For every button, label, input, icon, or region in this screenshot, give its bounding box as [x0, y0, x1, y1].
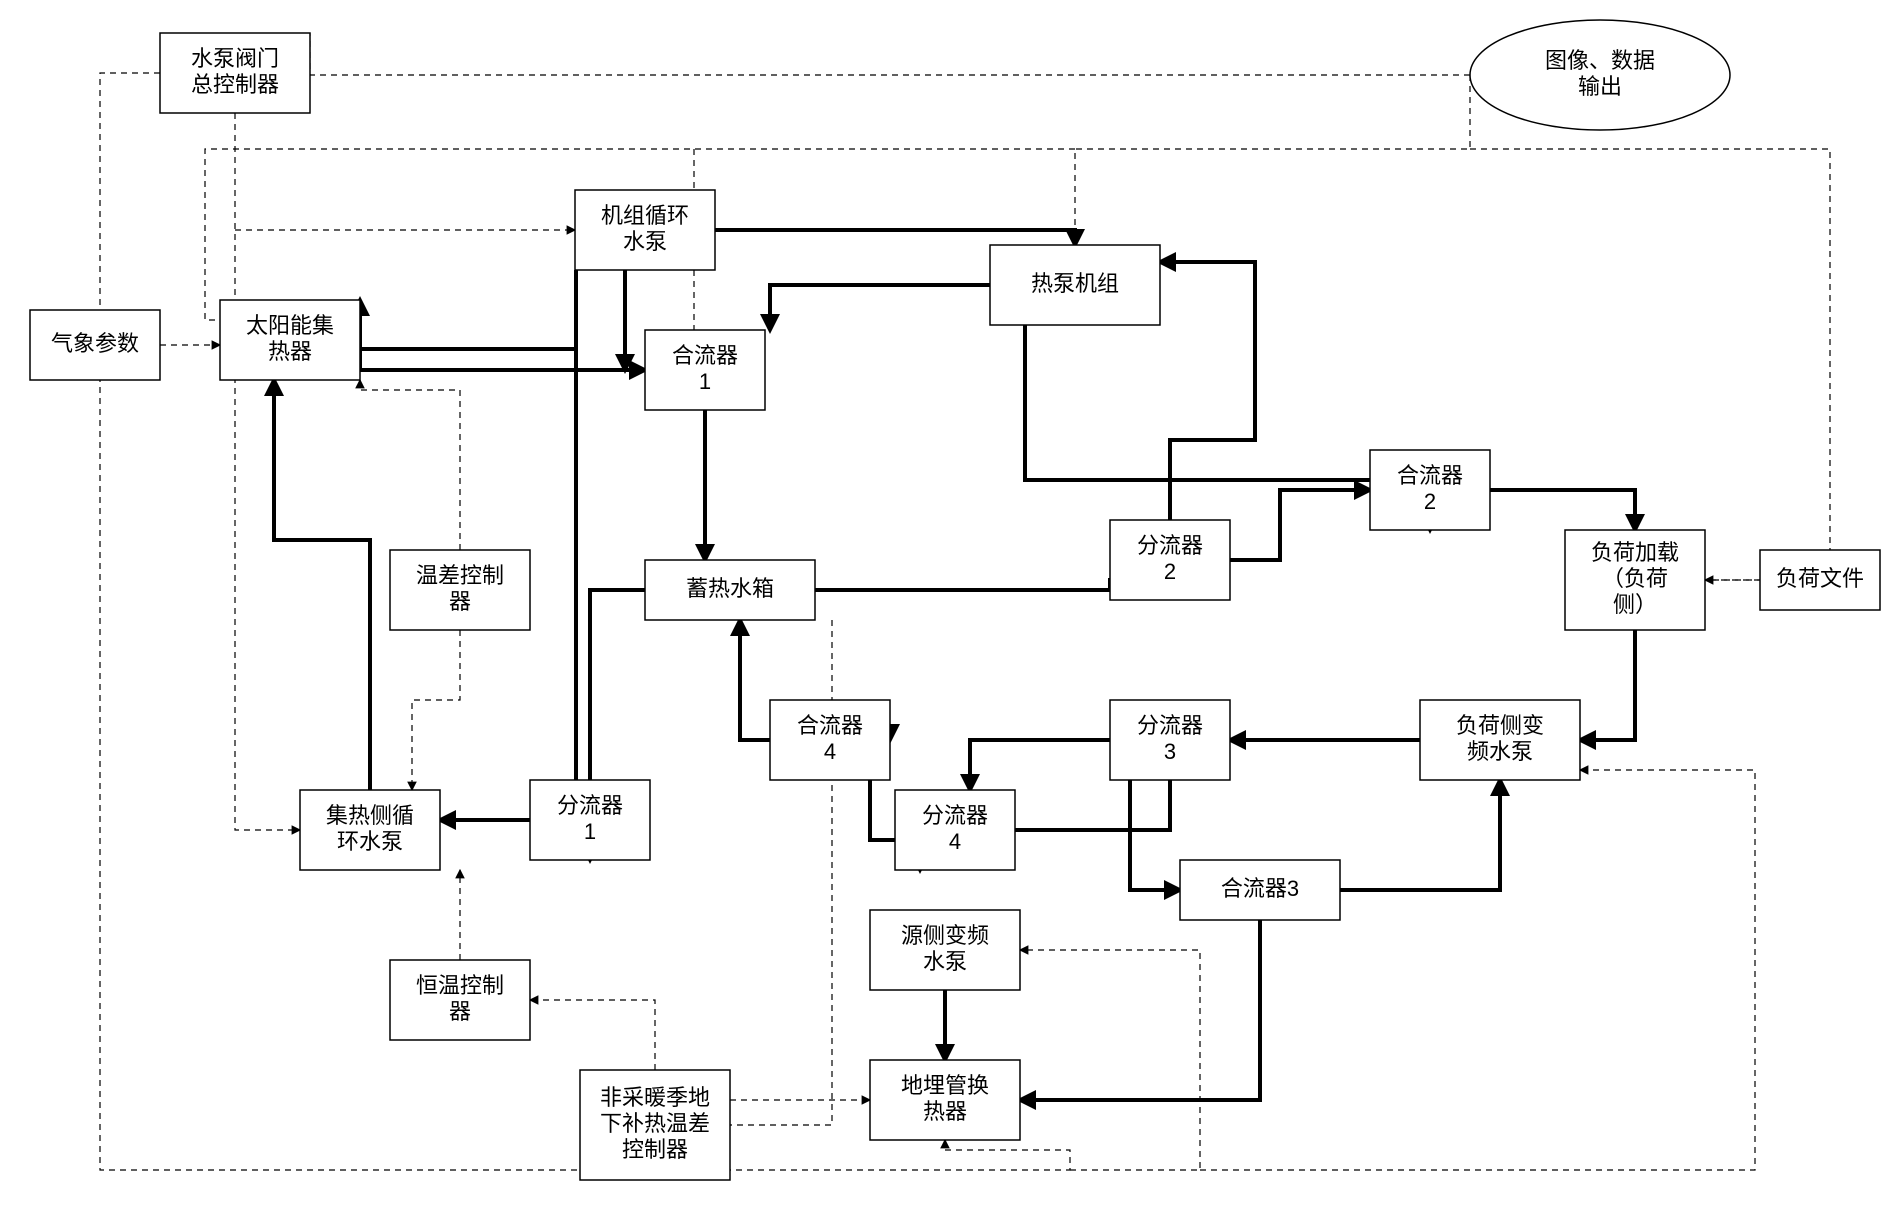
node-label: 2 [1424, 489, 1436, 514]
heavy-edge [1490, 490, 1635, 530]
dashed-edge [235, 113, 300, 830]
node-combiner2: 合流器2 [1370, 450, 1490, 530]
heavy-edge [740, 620, 770, 740]
dashed-edge [1470, 149, 1830, 580]
node-label: 频水泵 [1467, 739, 1533, 764]
node-label: 1 [584, 819, 596, 844]
node-label: 总控制器 [191, 72, 279, 97]
node-label: 1 [699, 369, 711, 394]
node-image_data_output: 图像、数据输出 [1470, 20, 1730, 130]
node-combiner1: 合流器1 [645, 330, 765, 410]
node-label: 下补热温差 [600, 1111, 710, 1136]
node-pump_valve_master: 水泵阀门总控制器 [160, 33, 310, 113]
node-unit_cycle_pump: 机组循环水泵 [575, 190, 715, 270]
nodes-layer: 水泵阀门总控制器图像、数据输出气象参数太阳能集热器机组循环水泵热泵机组合流器1温… [30, 20, 1880, 1180]
node-label: 环水泵 [337, 829, 403, 854]
heavy-edge [970, 740, 1110, 790]
node-label: 机组循环 [601, 203, 689, 228]
node-splitter1: 分流器1 [530, 780, 650, 860]
dashed-edge [360, 380, 460, 550]
node-splitter2: 分流器2 [1110, 520, 1230, 600]
dashed-edge [1020, 950, 1200, 1170]
heavy-edge [530, 349, 576, 820]
dashed-edge [1075, 75, 1470, 245]
node-solar_collector: 太阳能集热器 [220, 300, 360, 380]
node-label: 集热侧循 [326, 803, 414, 828]
node-label: 合流器 [797, 713, 863, 738]
heavy-edge [715, 230, 1075, 245]
node-label: 合流器 [672, 343, 738, 368]
node-label: 负荷文件 [1776, 566, 1864, 591]
node-ground_hx: 地埋管换热器 [870, 1060, 1020, 1140]
dashed-edge [412, 630, 460, 790]
heavy-edge [274, 380, 370, 790]
node-label: 图像、数据 [1545, 48, 1655, 73]
node-load_side: 负荷加载（负荷侧） [1565, 530, 1705, 630]
node-temp_diff_ctrl: 温差控制器 [390, 550, 530, 630]
heavy-edge [770, 285, 990, 330]
node-label: 蓄热水箱 [686, 576, 774, 601]
node-nonheating_ctrl: 非采暖季地下补热温差控制器 [580, 1070, 730, 1180]
node-label: 源侧变频 [901, 923, 989, 948]
node-label: 分流器 [1137, 713, 1203, 738]
node-load_file: 负荷文件 [1760, 550, 1880, 610]
node-label: 水泵 [923, 949, 967, 974]
heavy-edge [1340, 780, 1500, 890]
node-label: 气象参数 [51, 331, 139, 356]
node-weather_params: 气象参数 [30, 310, 160, 380]
node-label: 输出 [1578, 74, 1622, 99]
node-label: 热器 [923, 1099, 967, 1124]
node-label: 3 [1164, 739, 1176, 764]
node-collector_cycle_pump: 集热侧循环水泵 [300, 790, 440, 870]
node-label: 恒温控制 [416, 973, 504, 998]
node-label: 负荷侧变 [1456, 713, 1544, 738]
heavy-edge [1230, 490, 1370, 560]
node-label: （负荷 [1602, 566, 1668, 591]
node-label: 热泵机组 [1031, 271, 1119, 296]
node-label: 控制器 [622, 1137, 688, 1162]
node-label: 分流器 [557, 793, 623, 818]
node-label: 水泵阀门 [191, 46, 279, 71]
node-label: 2 [1164, 559, 1176, 584]
node-label: 分流器 [1137, 533, 1203, 558]
node-label: 器 [449, 999, 471, 1024]
node-splitter3: 分流器3 [1110, 700, 1230, 780]
node-label: 分流器 [922, 803, 988, 828]
node-label: 4 [949, 829, 961, 854]
node-splitter4: 分流器4 [895, 790, 1015, 870]
node-storage_tank: 蓄热水箱 [645, 560, 815, 620]
heavy-edge [815, 520, 1130, 590]
dashed-edge [530, 1000, 655, 1070]
node-label: 热器 [268, 339, 312, 364]
node-label: 4 [824, 739, 836, 764]
node-label: 器 [449, 589, 471, 614]
node-combiner4: 合流器4 [770, 700, 890, 780]
node-combiner3: 合流器3 [1180, 860, 1340, 920]
flowchart-diagram: 水泵阀门总控制器图像、数据输出气象参数太阳能集热器机组循环水泵热泵机组合流器1温… [0, 0, 1889, 1215]
node-label: 侧） [1613, 592, 1657, 617]
dashed-edge [310, 33, 1470, 75]
node-label: 温差控制 [416, 563, 504, 588]
heavy-edge [360, 270, 576, 349]
node-label: 负荷加载 [1591, 540, 1679, 565]
dashed-edge [1200, 770, 1755, 1170]
node-label: 合流器 [1397, 463, 1463, 488]
node-heat_pump_unit: 热泵机组 [990, 245, 1160, 325]
node-source_vfd_pump: 源侧变频水泵 [870, 910, 1020, 990]
heavy-edge [1580, 630, 1635, 740]
node-label: 太阳能集 [246, 313, 334, 338]
node-label: 合流器3 [1221, 876, 1299, 901]
heavy-edge [1130, 780, 1180, 890]
node-label: 水泵 [623, 229, 667, 254]
node-const_temp_ctrl: 恒温控制器 [390, 960, 530, 1040]
heavy-edge [1020, 920, 1260, 1100]
node-load_vfd_pump: 负荷侧变频水泵 [1420, 700, 1580, 780]
dashed-edge [655, 620, 832, 1125]
node-label: 非采暖季地 [600, 1085, 710, 1110]
node-label: 地埋管换 [901, 1073, 989, 1098]
